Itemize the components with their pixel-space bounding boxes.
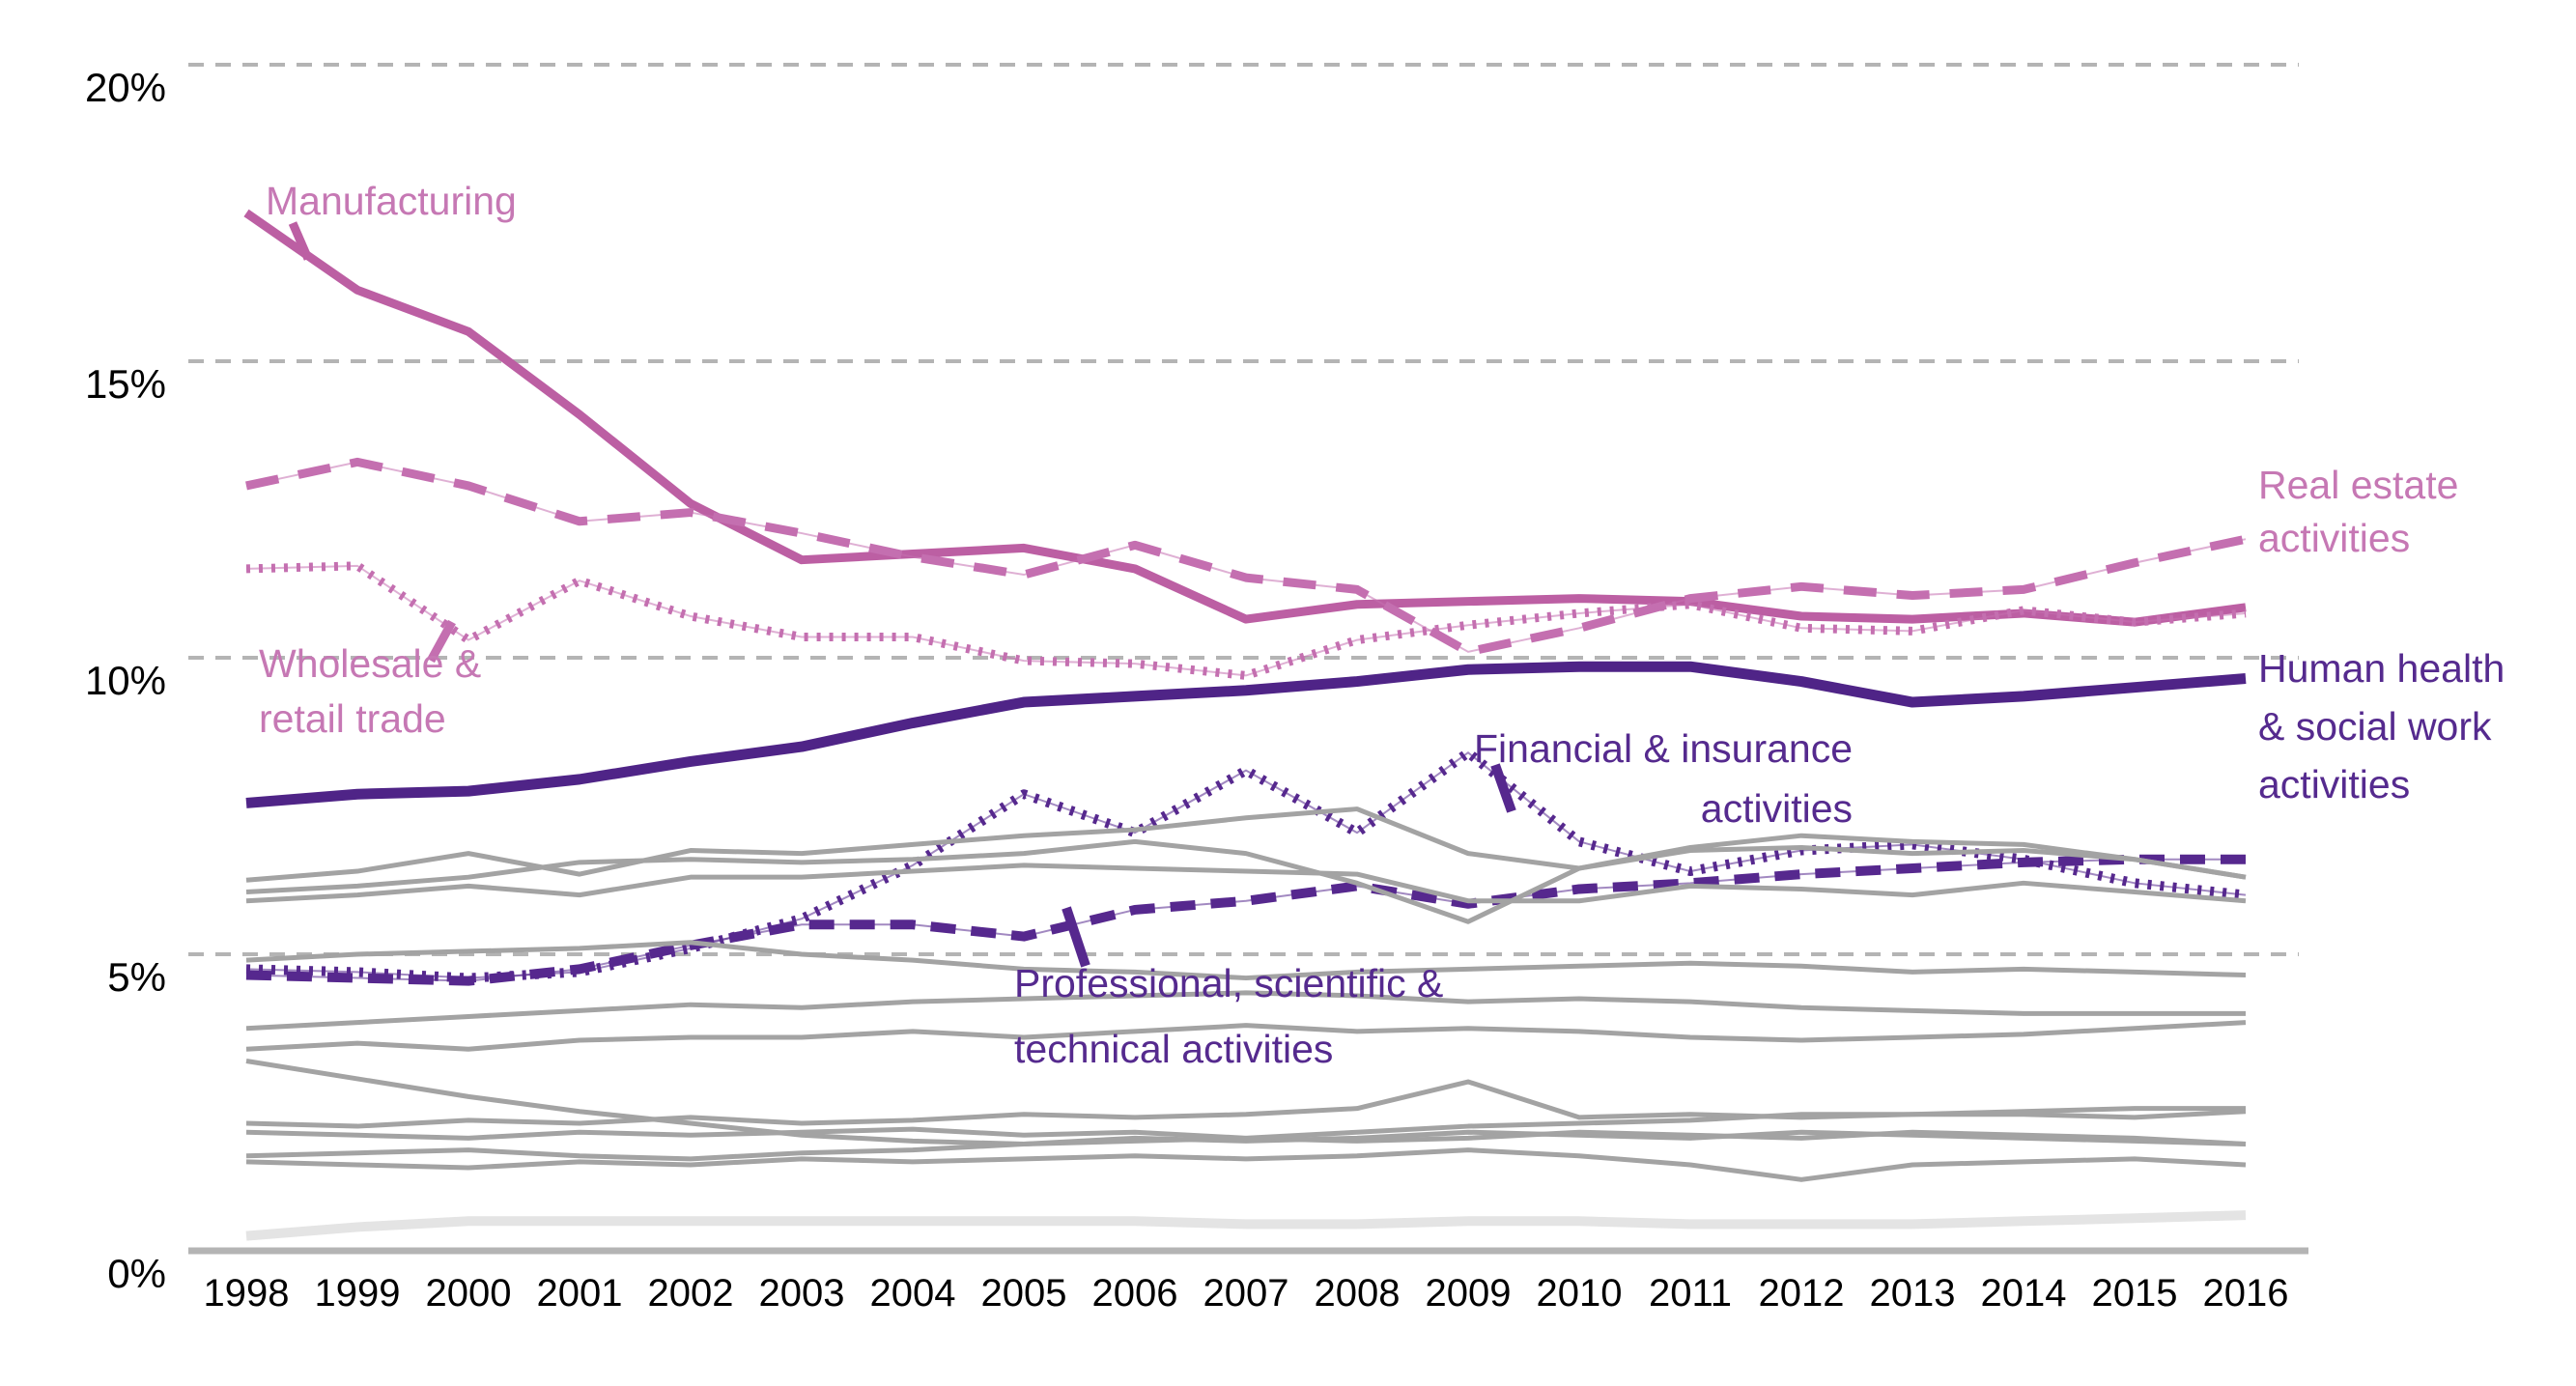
series-line-17 <box>245 1210 2247 1241</box>
series-line-3 <box>245 661 2247 808</box>
series-line-5 <box>245 854 2246 986</box>
y-axis-label: 20% <box>85 65 166 110</box>
x-axis-label: 2009 <box>1426 1272 1512 1315</box>
x-axis-label: 2006 <box>1092 1272 1178 1315</box>
wholesale-retail-label: retail trade <box>259 696 446 741</box>
financial-insurance-label: Financial & insurance <box>1474 726 1853 771</box>
professional-label-leader <box>1062 906 1090 968</box>
y-axis-label: 5% <box>107 954 166 1000</box>
human-health-label: activities <box>2258 762 2410 806</box>
x-axis-label: 2007 <box>1203 1272 1289 1315</box>
y-axis-labels: 20% 15% 10% 5% 0% <box>85 65 166 1296</box>
series-line-9 <box>245 940 2247 981</box>
series-labels: Manufacturing Wholesale & retail trade Real… <box>259 179 2505 1071</box>
wholesale-retail-label-leader <box>427 619 456 664</box>
series-hairline-2 <box>245 564 2247 677</box>
x-axis-label: 2014 <box>1981 1272 2067 1315</box>
manufacturing-label: Manufacturing <box>266 179 517 223</box>
manufacturing-label-leader <box>288 221 313 261</box>
x-axis-label: 2000 <box>426 1272 512 1315</box>
x-axis-label: 2012 <box>1759 1272 1845 1315</box>
series-line-11 <box>245 1020 2247 1052</box>
x-axis-label: 2010 <box>1537 1272 1623 1315</box>
x-axis-label: 1999 <box>315 1272 401 1315</box>
x-axis-label: 2008 <box>1315 1272 1401 1315</box>
y-axis-label: 15% <box>85 361 166 407</box>
wholesale-retail-label: Wholesale & <box>259 641 481 686</box>
x-axis-label: 2016 <box>2203 1272 2289 1315</box>
y-axis-label: 0% <box>107 1251 166 1296</box>
series-line-12 <box>245 1059 2247 1146</box>
x-axis-label: 2003 <box>759 1272 845 1315</box>
real-estate-label: activities <box>2258 516 2410 560</box>
human-health-label: Human health <box>2258 646 2505 691</box>
gridlines <box>188 63 2299 956</box>
x-axis-label: 2001 <box>537 1272 623 1315</box>
human-health-label: & social work <box>2258 704 2492 749</box>
series-lines <box>243 209 2247 1241</box>
x-axis-label: 2005 <box>981 1272 1067 1315</box>
series-line-10 <box>245 990 2246 1032</box>
series-line-6 <box>245 806 2247 883</box>
real-estate-label: Real estate <box>2258 463 2458 507</box>
financial-insurance-label-leader <box>1490 763 1516 813</box>
series-line-15 <box>245 1106 2246 1162</box>
y-axis-label: 10% <box>85 658 166 703</box>
series-line-7 <box>245 833 2247 924</box>
series-line-0 <box>243 209 2247 627</box>
x-axis-label: 2015 <box>2092 1272 2178 1315</box>
series-line-13 <box>245 1079 2247 1129</box>
professional-label: technical activities <box>1014 1027 1333 1071</box>
x-axis-label: 2002 <box>648 1272 734 1315</box>
series-line-1 <box>245 457 2247 657</box>
financial-insurance-label: activities <box>1701 786 1853 831</box>
x-axis-label: 1998 <box>204 1272 290 1315</box>
x-axis-label: 2013 <box>1870 1272 1956 1315</box>
x-axis-labels: 1998 1999 2000 2001 2002 2003 2004 2005 2006 2007… <box>204 1272 2289 1315</box>
x-axis-label: 2004 <box>870 1272 956 1315</box>
x-axis-label: 2011 <box>1649 1272 1732 1315</box>
series-line-8 <box>245 863 2247 904</box>
professional-label: Professional, scientific & <box>1014 961 1443 1005</box>
series-line-16 <box>245 1147 2247 1182</box>
